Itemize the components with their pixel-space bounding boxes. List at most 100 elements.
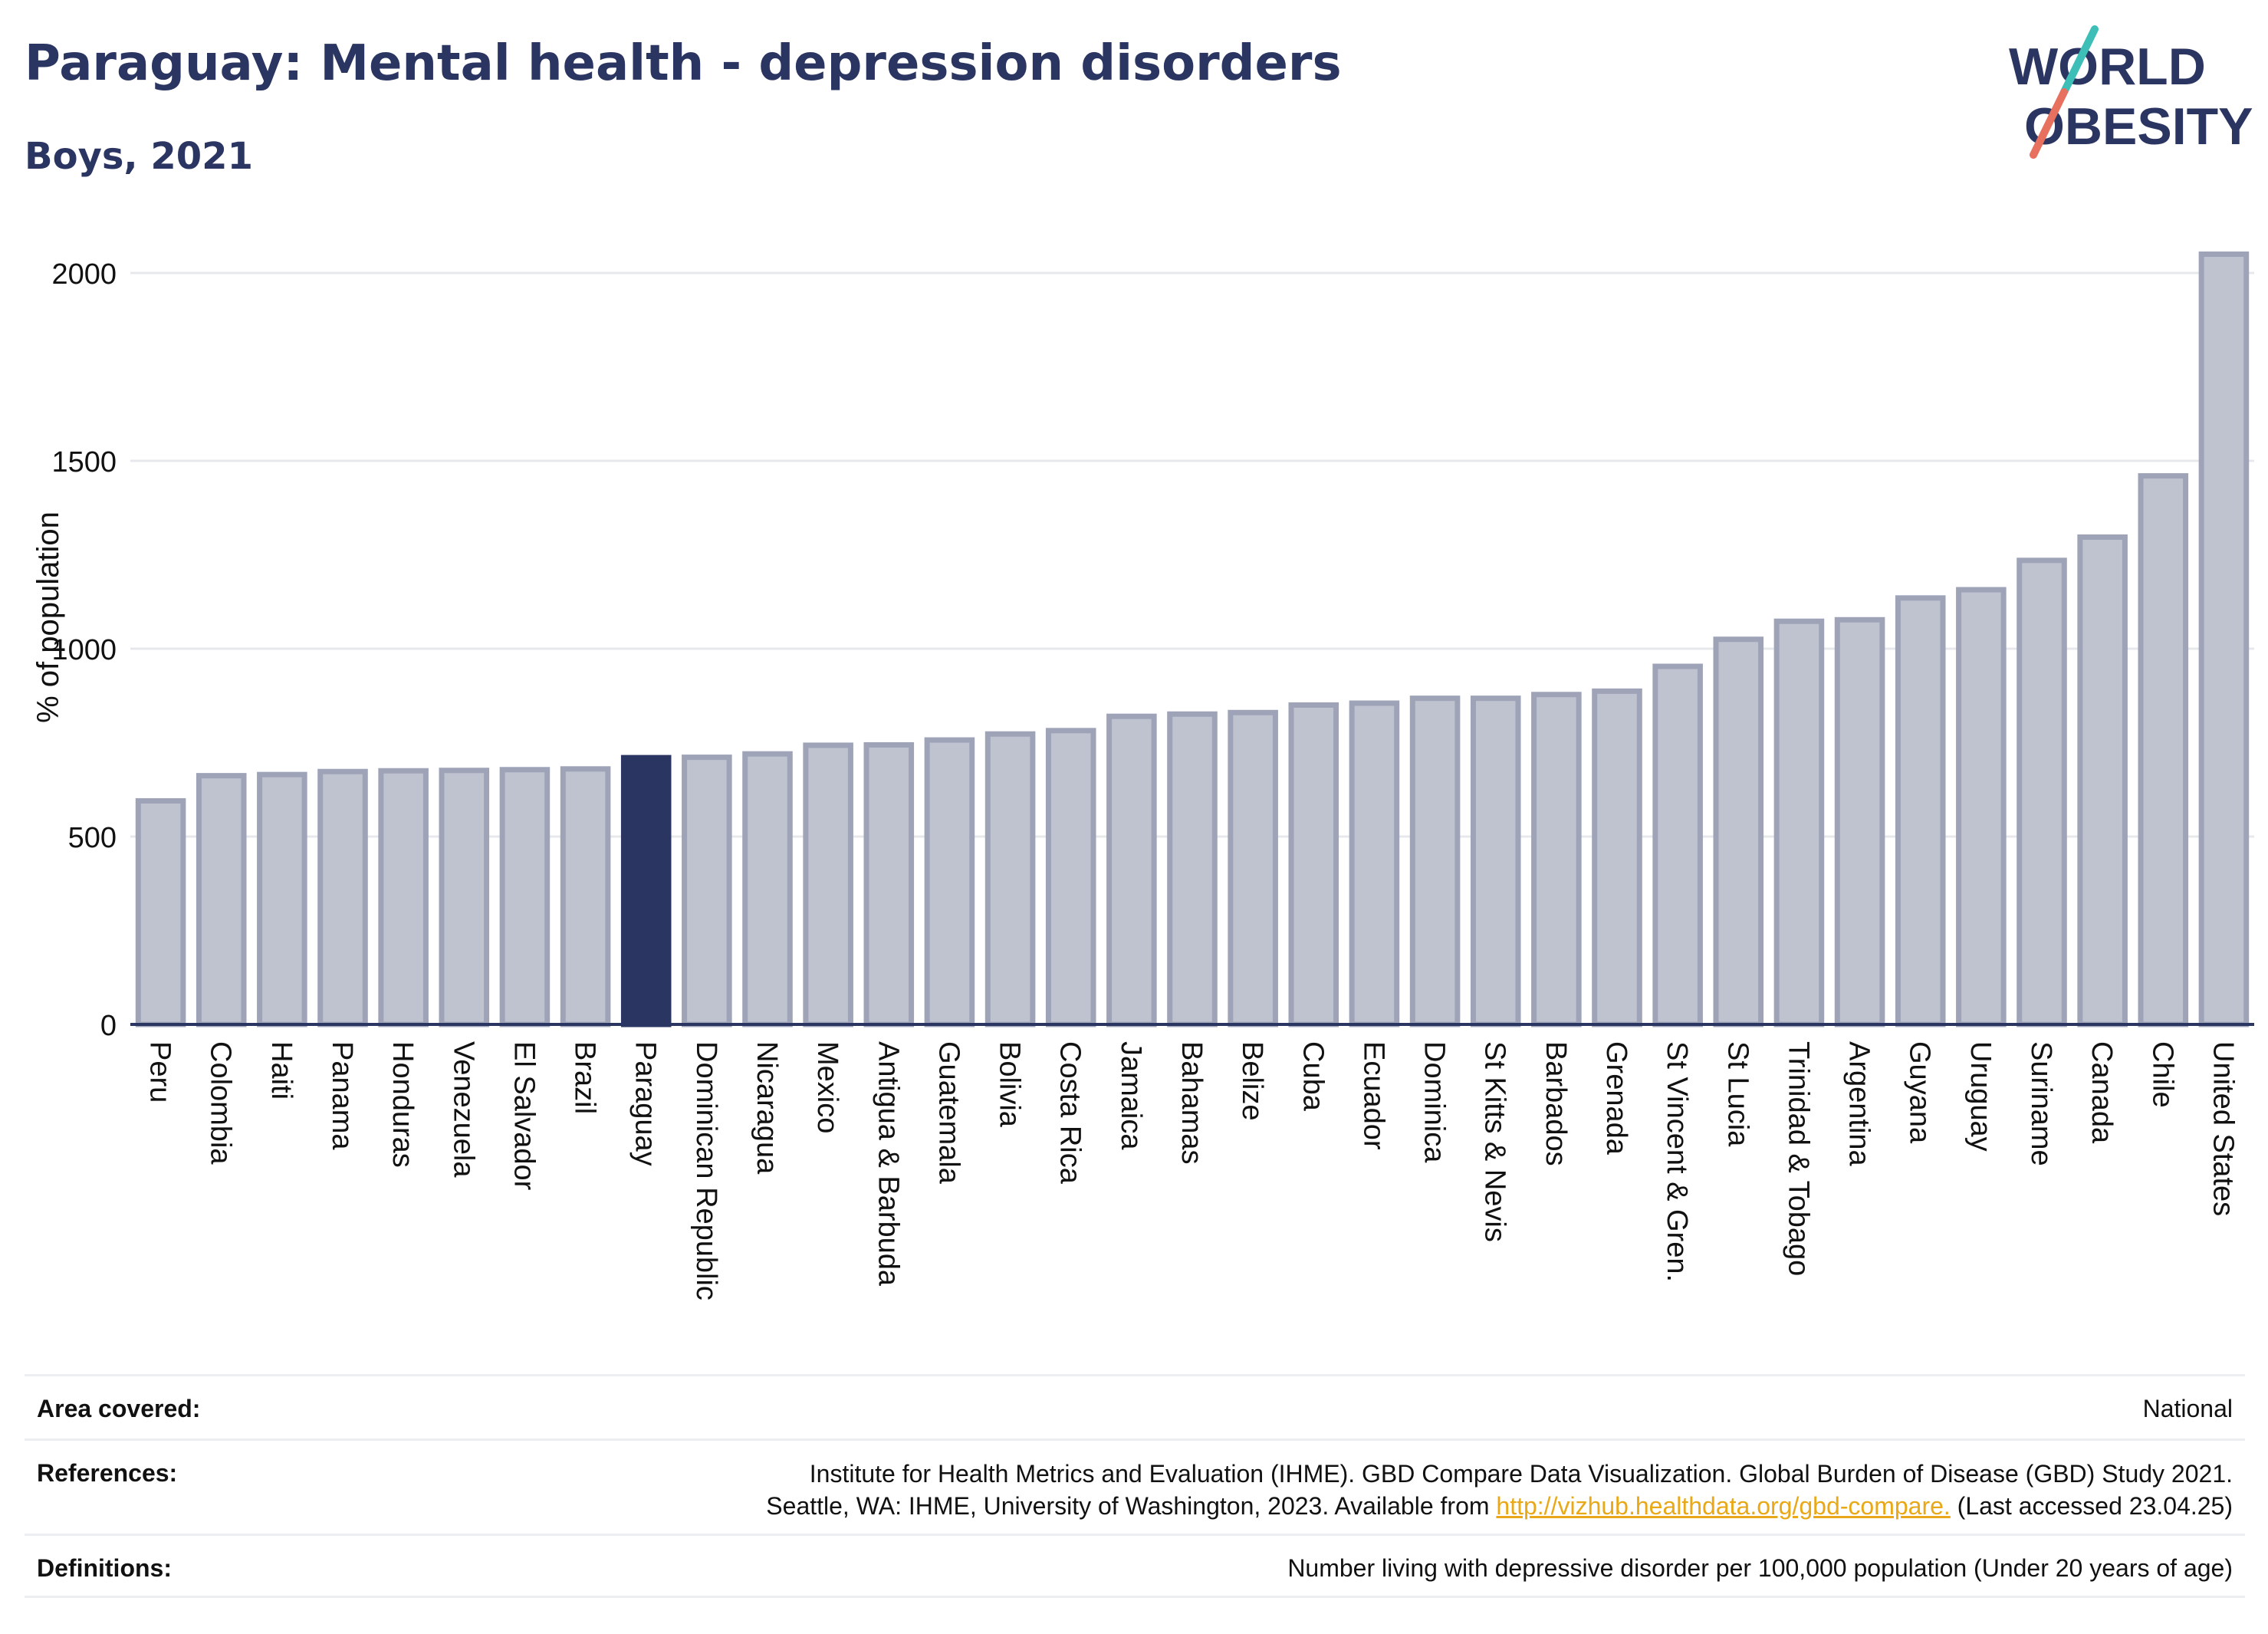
bar-suriname [2017, 557, 2067, 1027]
page-subtitle: Boys, 2021 [25, 135, 253, 178]
x-tick-label: St Kitts & Nevis [1479, 1041, 1511, 1242]
bar-grenada [1592, 688, 1642, 1027]
x-tick-label: Guatemala [932, 1041, 965, 1185]
area-value: National [2142, 1395, 2233, 1422]
x-tick-label: Honduras [386, 1041, 419, 1168]
x-tick-label: Belize [1236, 1041, 1268, 1121]
bar-bolivia [984, 731, 1036, 1027]
definitions-label: Definitions: [37, 1554, 172, 1582]
bar-nicaragua [742, 751, 793, 1027]
bar-venezuela [439, 768, 490, 1027]
logo-slash-coral [2030, 88, 2068, 159]
y-tick-label: 500 [68, 822, 117, 854]
x-tick-label: El Salvador [508, 1041, 540, 1191]
x-tick-label: Costa Rica [1054, 1041, 1086, 1185]
bars [135, 252, 2250, 1027]
x-tick-label: Uruguay [1964, 1041, 1997, 1152]
bar-mexico [803, 742, 853, 1027]
bar-brazil [560, 766, 611, 1027]
bar-belize [1228, 709, 1278, 1027]
x-tick-label: Brazil [569, 1041, 601, 1114]
bar-chile [2138, 473, 2189, 1027]
x-tick-label: Argentina [1843, 1041, 1875, 1167]
bar-st-lucia [1713, 636, 1764, 1027]
bar-guatemala [924, 737, 975, 1027]
bar-argentina [1834, 616, 1885, 1027]
x-tick-label: St Lucia [1721, 1041, 1754, 1147]
bar-chart: 0 500 1000 1500 2000 Peru Colombia Haiti Panama… [31, 252, 2254, 1300]
x-tick-label: United States [2207, 1041, 2239, 1216]
y-tick-label: 2000 [51, 258, 117, 291]
y-axis-ticks: 0 500 1000 1500 2000 [51, 258, 117, 1042]
logo-slash-teal [2060, 25, 2099, 96]
bar-st-vincent-gren- [1652, 663, 1703, 1027]
x-tick-label: Haiti [265, 1041, 297, 1100]
logo-line1: WORLD [2009, 38, 2206, 96]
bar-canada [2077, 534, 2128, 1027]
x-tick-label: St Vincent & Gren. [1661, 1041, 1693, 1282]
bar-el-salvador [499, 767, 551, 1027]
references-line2-pre: Seattle, WA: IHME, University of Washing… [766, 1492, 1497, 1520]
bar-jamaica [1106, 713, 1157, 1027]
x-tick-label: Jamaica [1115, 1041, 1147, 1150]
bar-barbados [1531, 692, 1582, 1027]
y-tick-label: 1500 [51, 446, 117, 478]
x-tick-label: Barbados [1540, 1041, 1572, 1166]
bar-paraguay [620, 755, 672, 1027]
x-tick-label: Guyana [1904, 1041, 1936, 1144]
y-tick-label: 0 [100, 1010, 117, 1042]
x-tick-label: Grenada [1600, 1041, 1632, 1156]
x-tick-label: Cuba [1297, 1041, 1329, 1112]
references-value: Institute for Health Metrics and Evaluat… [766, 1458, 2233, 1522]
x-tick-label: Colombia [205, 1041, 237, 1165]
bar-honduras [378, 768, 429, 1027]
bar-peru [135, 797, 186, 1027]
bar-ecuador [1349, 700, 1400, 1027]
x-tick-label: Trinidad & Tobago [1782, 1041, 1814, 1276]
bar-haiti [257, 771, 307, 1027]
bar-trinidad-tobago [1773, 618, 1825, 1027]
info-references-row: References: Institute for Health Metrics… [25, 1438, 2245, 1534]
bar-uruguay [1956, 587, 2007, 1027]
references-link[interactable]: http://vizhub.healthdata.org/gbd-compare… [1496, 1492, 1951, 1520]
bar-panama [317, 768, 368, 1027]
bar-costa-rica [1045, 728, 1096, 1027]
bar-guyana [1895, 595, 1946, 1027]
x-tick-label: Dominican Republic [690, 1041, 722, 1300]
y-tick-label: 1000 [51, 634, 117, 666]
x-tick-label: Ecuador [1357, 1041, 1389, 1150]
bar-dominican-republic [682, 755, 732, 1027]
bar-dominica [1409, 695, 1461, 1027]
x-tick-label: Peru [144, 1041, 176, 1103]
x-tick-label: Suriname [2025, 1041, 2057, 1166]
x-tick-label: Paraguay [629, 1041, 662, 1166]
x-tick-label: Mexico [811, 1041, 843, 1133]
x-tick-label: Canada [2086, 1041, 2118, 1144]
references-line2: Seattle, WA: IHME, University of Washing… [766, 1490, 2233, 1522]
bar-colombia [196, 773, 247, 1027]
x-tick-label: Venezuela [447, 1041, 479, 1178]
definitions-value: Number living with depressive disorder p… [1287, 1554, 2233, 1582]
bar-st-kitts-nevis [1470, 695, 1521, 1027]
references-label: References: [37, 1459, 178, 1487]
x-tick-label: Bolivia [994, 1041, 1026, 1128]
logo-line2: OBESITY [2024, 97, 2253, 156]
x-tick-label: Bahamas [1175, 1041, 1208, 1165]
info-definitions-row: Definitions: Number living with depressi… [25, 1534, 2245, 1598]
x-tick-label: Chile [2146, 1041, 2178, 1108]
bar-united-states [2198, 252, 2250, 1027]
references-line1: Institute for Health Metrics and Evaluat… [809, 1460, 2233, 1488]
info-area-row: Area covered: National [25, 1374, 2245, 1438]
x-tick-label: Panama [326, 1041, 358, 1150]
bar-cuba [1288, 702, 1339, 1027]
bar-antigua-barbuda [863, 741, 915, 1027]
y-axis-label: % of population [31, 511, 65, 723]
x-tick-label: Antigua & Barbuda [872, 1041, 904, 1287]
world-obesity-logo: WORLD OBESITY [2009, 25, 2253, 159]
references-line2-post: (Last accessed 23.04.25) [1950, 1492, 2233, 1520]
page-title: Paraguay: Mental health - depression dis… [25, 35, 1342, 92]
x-tick-label: Dominica [1418, 1041, 1451, 1163]
bar-bahamas [1167, 711, 1218, 1027]
x-tick-label: Nicaragua [751, 1041, 783, 1175]
x-axis-labels: Peru Colombia Haiti Panama Honduras Venezuela… [144, 1041, 2240, 1300]
